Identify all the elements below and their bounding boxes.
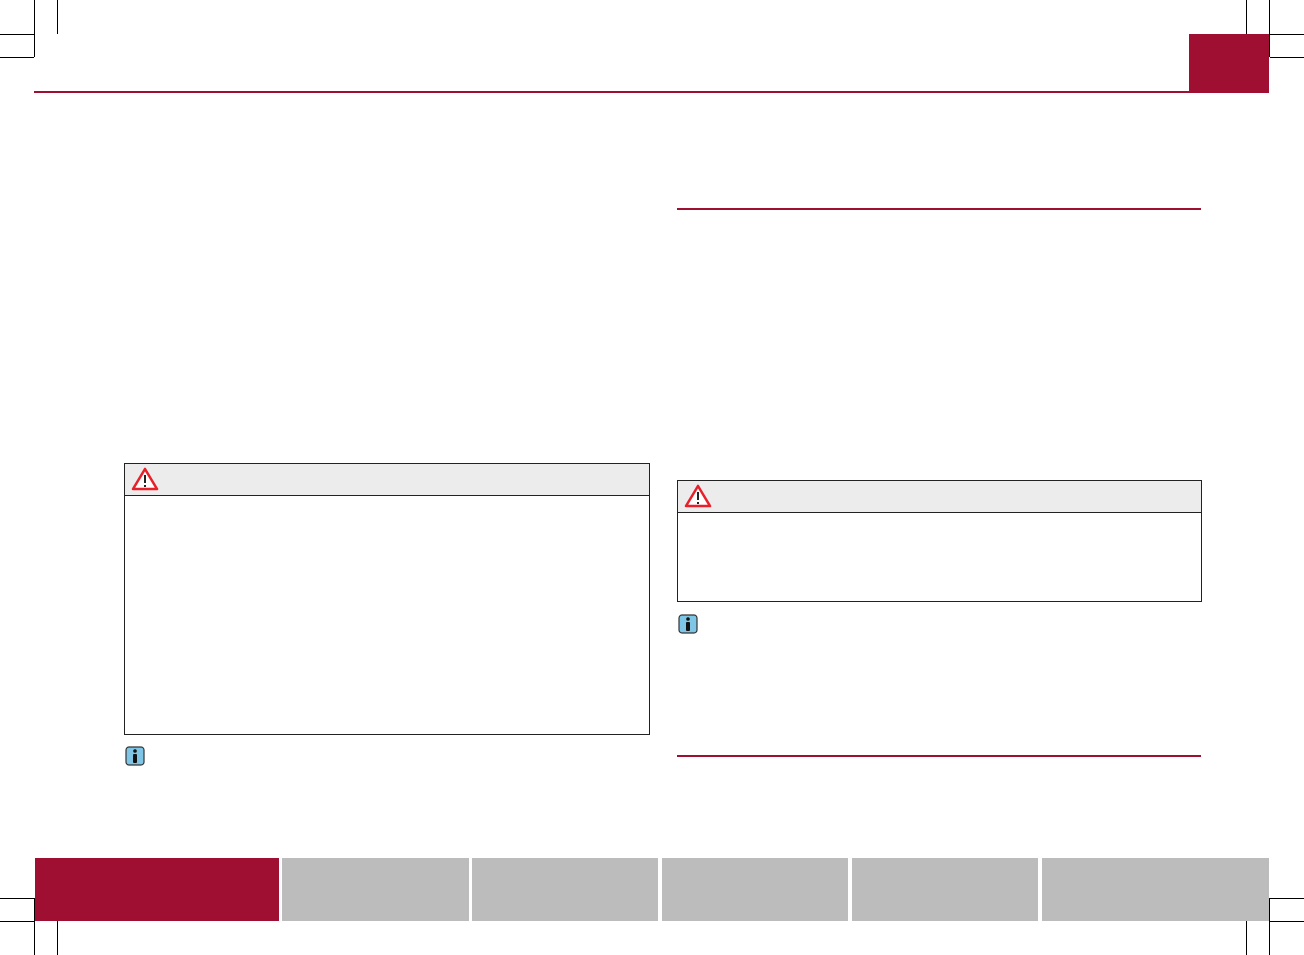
chapter-tab <box>1189 34 1269 92</box>
crop-mark <box>1270 921 1304 922</box>
warning-header <box>125 464 649 496</box>
section-rule <box>677 208 1201 210</box>
crop-mark <box>0 34 34 35</box>
crop-mark <box>34 898 35 955</box>
footer-nav-tab-active[interactable] <box>35 858 279 921</box>
crop-mark <box>34 0 35 57</box>
crop-mark <box>0 57 34 58</box>
crop-mark <box>1269 898 1270 955</box>
crop-mark <box>0 921 34 922</box>
crop-mark <box>57 0 58 34</box>
footer-nav-tab[interactable] <box>472 858 658 921</box>
crop-mark <box>0 898 34 899</box>
crop-mark <box>1246 921 1247 955</box>
warning-triangle-icon <box>684 484 712 508</box>
warning-box <box>677 480 1202 602</box>
crop-mark <box>1270 34 1304 35</box>
crop-mark <box>57 921 58 955</box>
section-rule <box>677 755 1201 757</box>
info-icon <box>125 746 145 766</box>
footer-nav-tab[interactable] <box>282 858 469 921</box>
header-rule <box>34 91 1269 93</box>
footer-nav-tab[interactable] <box>662 858 848 921</box>
warning-header <box>678 481 1201 513</box>
crop-mark <box>1269 0 1270 57</box>
warning-box <box>124 463 650 735</box>
crop-mark <box>1270 57 1304 58</box>
footer-nav-tab[interactable] <box>1042 858 1269 921</box>
info-icon <box>678 614 698 634</box>
crop-mark <box>1246 0 1247 34</box>
crop-mark <box>1270 898 1304 899</box>
warning-triangle-icon <box>131 467 159 491</box>
footer-nav-tab[interactable] <box>852 858 1038 921</box>
